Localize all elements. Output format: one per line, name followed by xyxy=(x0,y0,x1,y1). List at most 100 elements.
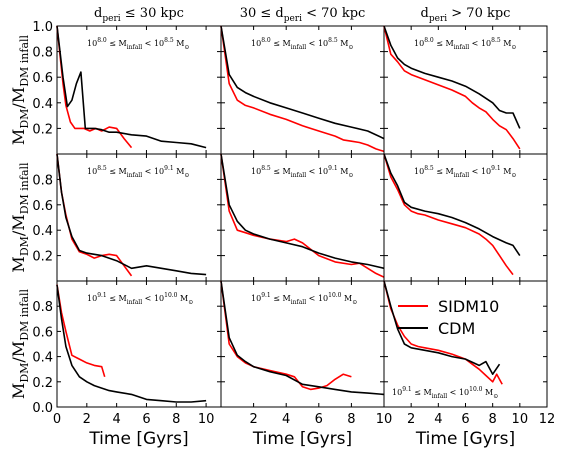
x-axis-label: Time [Gyrs] xyxy=(415,429,515,449)
mass-hi-base: 10 xyxy=(318,39,328,48)
y-tick-label: 0.2 xyxy=(32,376,53,391)
mass-unit-sub: ⊙ xyxy=(184,172,189,179)
x-tick-label: 10 xyxy=(376,412,393,427)
y-tick-label: 0.4 xyxy=(32,224,53,239)
y-tick-label: 0.4 xyxy=(32,351,53,366)
mass-hi-exp: 9.1 xyxy=(164,165,174,172)
y-label-sub2: DM infall xyxy=(18,162,31,214)
y-tick-label: 0.6 xyxy=(32,71,53,86)
legend: SIDM10 CDM xyxy=(398,297,499,338)
mass-range-label: 108.5 ≤ Minfall < 109.1 M⊙ xyxy=(414,165,516,179)
mass-range-label: 108.0 ≤ Minfall < 108.5 M⊙ xyxy=(87,37,189,51)
series-line-cdm xyxy=(383,280,501,375)
mass-hi-base: 10 xyxy=(154,39,164,48)
y-axis-label: MDM/MDM infall xyxy=(9,34,31,145)
mass-sep: ≤ M xyxy=(107,167,127,176)
x-tick-label: 6 xyxy=(142,412,150,427)
y-label-slash: /M xyxy=(9,214,28,236)
mass-mid: < xyxy=(142,294,154,303)
mass-sep: ≤ M xyxy=(434,167,454,176)
mass-hi-exp: 9.1 xyxy=(491,165,501,172)
mass-sub: infall xyxy=(127,44,143,51)
mass-sub: infall xyxy=(291,44,307,51)
column-title-sub: peri xyxy=(429,14,447,24)
mass-sep: ≤ M xyxy=(271,39,291,48)
mass-sep: ≤ M xyxy=(107,294,127,303)
y-tick-label: 0.0 xyxy=(32,401,53,416)
mass-lo-exp: 9.1 xyxy=(97,292,107,299)
series-line-cdm xyxy=(56,153,207,276)
mass-mid: < xyxy=(142,167,154,176)
y-tick-label: 0.2 xyxy=(32,250,53,265)
column-title-post: < 70 kpc xyxy=(302,6,365,21)
mass-sub: infall xyxy=(127,172,143,179)
mass-lo-base: 10 xyxy=(87,39,97,48)
mass-hi-base: 10 xyxy=(481,167,491,176)
legend-label-sidm10: SIDM10 xyxy=(438,297,499,316)
x-tick-label: 12 xyxy=(539,412,556,427)
mass-lo-exp: 8.0 xyxy=(424,37,434,44)
mass-hi-base: 10 xyxy=(318,167,328,176)
mass-unit: M xyxy=(501,167,512,176)
legend-label-cdm: CDM xyxy=(438,319,475,338)
x-tick-label: 2 xyxy=(83,412,91,427)
x-tick-label: 8 xyxy=(489,412,497,427)
panel-3-2: 109.1 ≤ Minfall < 1010.0 M⊙ xyxy=(220,280,385,408)
column-title-pre: d xyxy=(421,6,429,21)
series-line-sidm10 xyxy=(383,280,503,385)
panel-1-1: 108.0 ≤ Minfall < 108.5 M⊙ xyxy=(56,25,222,155)
series-line-sidm10 xyxy=(56,284,106,378)
y-tick-label: 1.0 xyxy=(32,20,53,35)
panel-1-3: 108.0 ≤ Minfall < 108.5 M⊙ xyxy=(383,25,548,155)
column-title-post: > 70 kpc xyxy=(447,6,510,21)
mass-unit-sub: ⊙ xyxy=(511,44,516,51)
mass-sub: infall xyxy=(432,393,448,400)
series-line-cdm xyxy=(220,153,385,270)
panel-3-3: 109.1 ≤ Minfall < 1010.0 M⊙ xyxy=(383,280,548,408)
y-label-sub1: DM xyxy=(18,109,31,129)
mass-mid: < xyxy=(447,388,459,397)
mass-sub: infall xyxy=(291,299,307,306)
x-tick-label: 10 xyxy=(512,412,529,427)
mass-lo-exp: 8.5 xyxy=(424,165,434,172)
mass-unit-sub: ⊙ xyxy=(348,44,353,51)
mass-sep: ≤ M xyxy=(107,39,127,48)
x-tick-label: 8 xyxy=(172,412,180,427)
y-tick-label: 0.8 xyxy=(32,300,53,315)
mass-sub: infall xyxy=(291,172,307,179)
y-tick-label: 0.8 xyxy=(32,173,53,188)
mass-sub: infall xyxy=(454,44,470,51)
mass-lo-base: 10 xyxy=(251,294,261,303)
column-title-pre: d xyxy=(94,6,102,21)
y-axis-label: MDM/MDM infall xyxy=(9,162,31,273)
x-tick-label: 2 xyxy=(407,412,415,427)
mass-unit-sub: ⊙ xyxy=(188,299,193,306)
y-label-slash: /M xyxy=(9,341,28,363)
mass-unit-sub: ⊙ xyxy=(184,44,189,51)
mass-lo-exp: 9.1 xyxy=(261,292,271,299)
mass-unit-sub: ⊙ xyxy=(352,299,357,306)
mass-lo-exp: 8.5 xyxy=(97,165,107,172)
mass-unit: M xyxy=(177,294,188,303)
mass-hi-exp: 10.0 xyxy=(164,292,178,299)
mass-lo-exp: 8.0 xyxy=(97,37,107,44)
mass-mid: < xyxy=(469,167,481,176)
mass-unit: M xyxy=(174,167,185,176)
series-line-cdm xyxy=(56,25,207,149)
mass-hi-base: 10 xyxy=(154,167,164,176)
series-line-sidm10 xyxy=(383,153,514,276)
y-label-sub1: DM xyxy=(18,236,31,256)
panel-3-1: 109.1 ≤ Minfall < 1010.0 M⊙ xyxy=(56,280,222,408)
mass-unit-sub: ⊙ xyxy=(511,172,516,179)
mass-range-label: 109.1 ≤ Minfall < 1010.0 M⊙ xyxy=(392,386,498,400)
column-title-post: ≤ 30 kpc xyxy=(121,6,184,21)
panel-2-3: 108.5 ≤ Minfall < 109.1 M⊙ xyxy=(383,153,548,282)
mass-mid: < xyxy=(306,294,318,303)
series-line-sidm10 xyxy=(56,25,133,149)
mass-hi-exp: 8.5 xyxy=(328,37,338,44)
x-tick-label: 6 xyxy=(315,412,323,427)
mass-sep: ≤ M xyxy=(434,39,454,48)
mass-lo-base: 10 xyxy=(87,167,97,176)
mass-unit: M xyxy=(501,39,512,48)
